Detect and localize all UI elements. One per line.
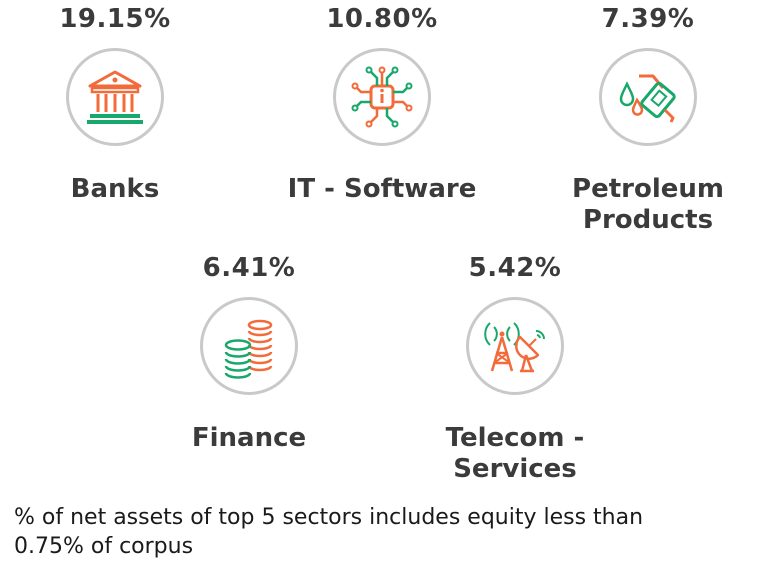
bank-icon [87, 70, 143, 124]
sector-icon-circle [599, 48, 697, 146]
sector-name: Finance [129, 423, 369, 454]
sector-name: IT - Software [262, 174, 502, 205]
sector-name: Banks [0, 174, 235, 205]
sector-name-line: Services [453, 454, 577, 484]
sector-icon-circle [466, 297, 564, 395]
sector-icon-circle [66, 48, 164, 146]
sector-percent: 10.80% [326, 4, 438, 34]
fuel-nozzle-icon [619, 74, 676, 123]
telecom-tower-icon [484, 322, 545, 373]
sector-name-line: IT - Software [287, 174, 477, 204]
sector-name-line: Finance [191, 423, 307, 453]
sector-name: Telecom - Services [395, 423, 635, 485]
coin-stacks-icon [224, 319, 273, 379]
sector-petroleum-products: 7.39% Petroleum Products [528, 4, 762, 236]
sector-name-line: Petroleum [572, 174, 724, 204]
sector-banks: 19.15% Banks [0, 4, 235, 205]
sector-name-line: Banks [70, 174, 160, 204]
sector-icon-circle [200, 297, 298, 395]
sector-icon-circle [333, 48, 431, 146]
footnote: % of net assets of top 5 sectors include… [14, 503, 744, 561]
sector-name: Petroleum Products [528, 174, 762, 236]
sector-it-software: 10.80% IT - Software [262, 4, 502, 205]
sector-name-line: Products [582, 205, 714, 235]
sector-percent: 5.42% [468, 253, 562, 283]
sector-finance: 6.41% Finance [129, 253, 369, 454]
sector-name-line: Telecom - [445, 423, 585, 453]
circuit-chip-icon [351, 66, 413, 128]
sector-percent: 7.39% [601, 4, 695, 34]
sector-percent: 6.41% [202, 253, 296, 283]
footnote-line: % of net assets of top 5 sectors include… [14, 505, 644, 530]
sector-percent: 19.15% [59, 4, 171, 34]
sector-telecom-services: 5.42% Telecom - Services [395, 253, 635, 485]
footnote-line: 0.75% of corpus [14, 534, 194, 559]
